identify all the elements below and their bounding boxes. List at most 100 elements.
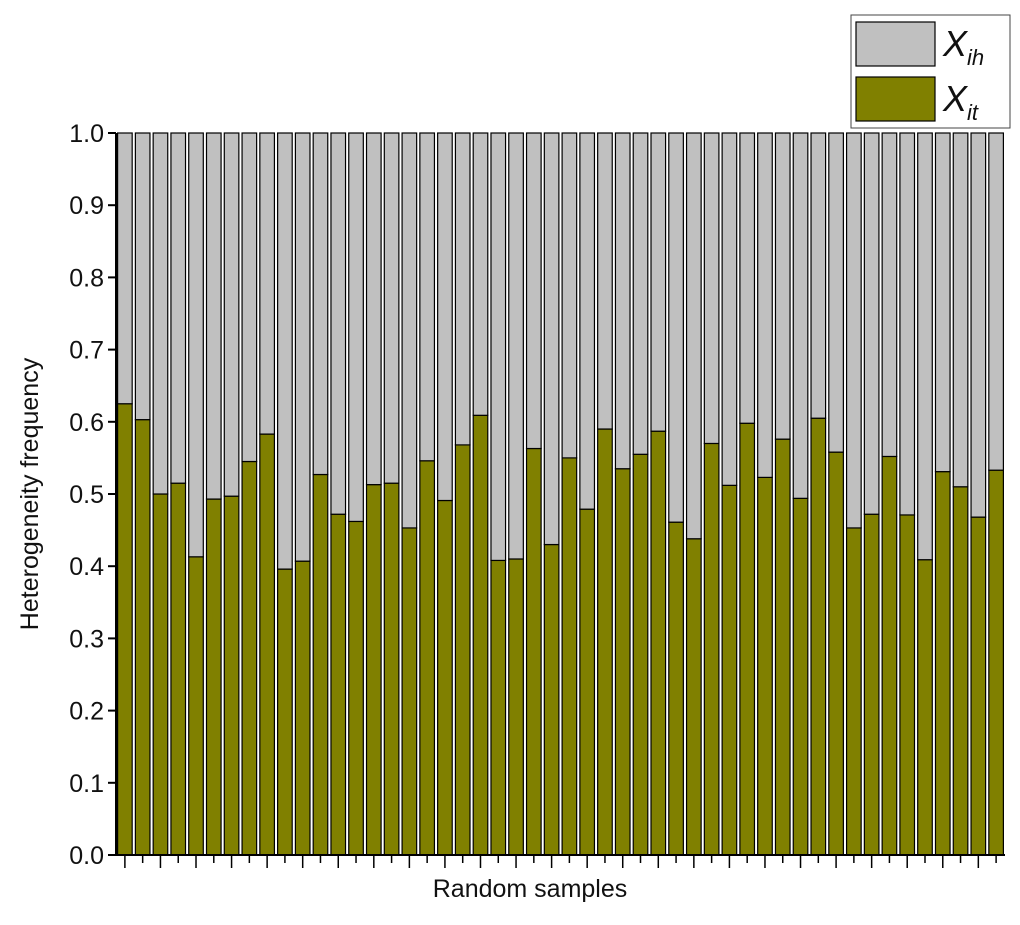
bar-segment xyxy=(632,132,649,455)
bar-segment xyxy=(134,132,151,421)
bar-segment xyxy=(632,453,649,856)
bar-segment xyxy=(437,132,453,502)
bar-segment xyxy=(116,403,133,856)
legend-label: Xit xyxy=(942,78,979,125)
legend: Xih Xit xyxy=(850,14,1011,129)
bar-segment xyxy=(205,132,222,500)
y-tick-label: 0.8 xyxy=(69,264,104,292)
bar-segment xyxy=(543,132,560,546)
bar-segment xyxy=(152,132,169,495)
bar-segment xyxy=(881,455,898,856)
bar-segment xyxy=(454,444,471,856)
bar-segment xyxy=(490,132,507,562)
bar-segment xyxy=(419,132,436,462)
bar-segment xyxy=(383,132,400,484)
bar-segment xyxy=(917,559,933,856)
bar-segment xyxy=(774,132,791,440)
y-tick-label: 0.3 xyxy=(69,625,104,653)
bar-segment xyxy=(685,132,702,540)
y-tick-label: 0.1 xyxy=(69,770,104,798)
bar-segment xyxy=(579,508,596,856)
bar-segment xyxy=(312,473,329,856)
bar-segment xyxy=(828,451,844,856)
bar-segment xyxy=(863,513,880,856)
bar-segment xyxy=(330,513,347,856)
bar-segment xyxy=(401,132,418,529)
bar-segment xyxy=(543,543,560,856)
bar-segment xyxy=(116,132,133,405)
bar-segment xyxy=(472,132,489,416)
y-tick-label: 0.5 xyxy=(69,481,104,509)
bar-segment xyxy=(259,433,276,856)
legend-label-sub: ih xyxy=(967,45,984,70)
bar-segment xyxy=(561,132,578,459)
bar-segment xyxy=(792,132,809,499)
legend-label: Xih xyxy=(942,23,984,70)
bar-segment xyxy=(721,484,738,856)
bar-segment xyxy=(241,132,258,463)
legend-label-main: X xyxy=(942,78,969,119)
y-tick-label: 0.7 xyxy=(69,337,104,365)
bar-segment xyxy=(970,516,987,856)
bar-segment xyxy=(917,132,933,561)
y-tick-label: 0.2 xyxy=(69,698,104,726)
bar-segment xyxy=(561,457,578,856)
bar-segment xyxy=(365,484,382,856)
bar-segment xyxy=(241,460,258,856)
bar-segment xyxy=(294,132,311,562)
bar-segment xyxy=(863,132,880,515)
bar-segment xyxy=(348,132,364,523)
bar-segment xyxy=(614,468,631,856)
bar-segment xyxy=(988,469,1005,856)
bar-segment xyxy=(508,558,524,856)
bar-segment xyxy=(223,495,240,856)
legend-swatch xyxy=(855,76,936,122)
bar-segment xyxy=(952,486,969,856)
legend-swatch xyxy=(855,21,936,67)
bar-segment xyxy=(757,132,773,478)
bar-segment xyxy=(845,132,862,529)
bar-segment xyxy=(152,493,169,856)
bar-segment xyxy=(952,132,969,488)
bar-segment xyxy=(365,132,382,486)
bar-segment xyxy=(881,132,898,458)
bar-segment xyxy=(810,417,827,856)
bar-segment xyxy=(312,132,329,476)
bar-segment xyxy=(810,132,827,419)
bar-segment xyxy=(188,132,204,558)
bar-segment xyxy=(170,132,187,484)
bar-segment xyxy=(899,132,916,516)
bar-segment xyxy=(525,447,542,856)
y-tick-label: 0.0 xyxy=(69,842,104,870)
bar-segment xyxy=(454,132,471,446)
bar-segment xyxy=(579,132,596,510)
y-tick-label: 0.6 xyxy=(69,409,104,437)
bar-segment xyxy=(703,132,720,445)
bar-segment xyxy=(970,132,987,518)
bar-segment xyxy=(739,132,756,424)
bar-segment xyxy=(294,560,311,856)
bar-segment xyxy=(490,559,507,856)
bar-segment xyxy=(597,428,613,856)
y-axis-label: Heterogeneity frequency xyxy=(16,357,44,630)
y-tick-label: 1.0 xyxy=(69,120,104,148)
bar-segment xyxy=(650,132,667,432)
bar-segment xyxy=(721,132,738,486)
bar-segment xyxy=(277,568,293,856)
bar-segment xyxy=(525,132,542,450)
bar-segment xyxy=(934,471,951,856)
y-tick-label: 0.9 xyxy=(69,192,104,220)
bar-segment xyxy=(614,132,631,470)
bar-segment xyxy=(845,527,862,856)
bar-segment xyxy=(170,482,187,856)
bar-segment xyxy=(828,132,844,453)
bar-segment xyxy=(597,132,613,430)
bar-segment xyxy=(668,132,684,523)
bar-segment xyxy=(277,132,293,570)
bar-segment xyxy=(348,520,364,856)
bar-segment xyxy=(508,132,524,560)
bar-segment xyxy=(330,132,347,515)
bar-segment xyxy=(134,419,151,856)
bar-segment xyxy=(899,514,916,856)
